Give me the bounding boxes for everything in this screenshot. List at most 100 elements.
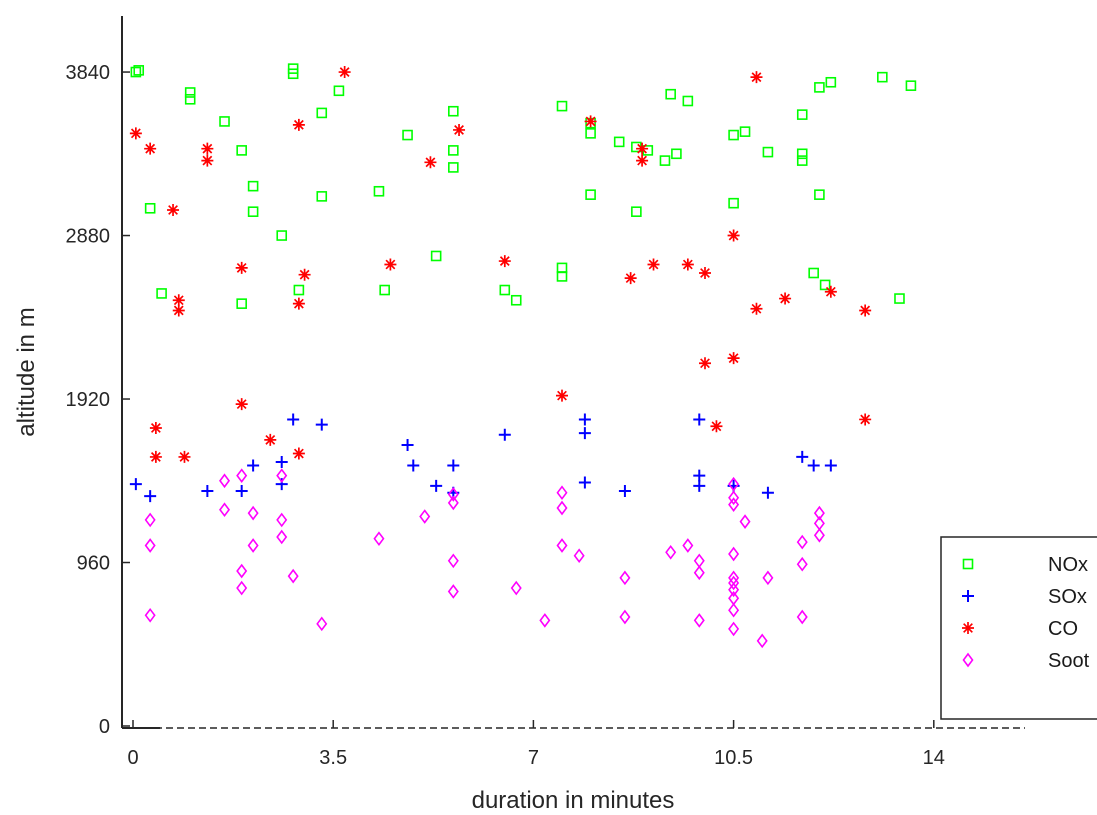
point-co — [453, 123, 466, 136]
point-co — [824, 285, 837, 298]
point-co — [298, 268, 311, 281]
point-nox — [293, 284, 305, 296]
point-nox — [236, 145, 247, 156]
point-co — [727, 229, 740, 242]
point-soot — [556, 485, 568, 501]
point-soot — [247, 538, 259, 553]
point-nox — [144, 202, 156, 214]
point-co — [178, 450, 191, 463]
legend-entry-soot: Soot — [962, 650, 1090, 672]
point-soot — [619, 570, 631, 586]
point-soot — [762, 570, 774, 586]
point-nox — [665, 88, 676, 100]
point-sox — [315, 418, 328, 431]
point-nox — [448, 162, 459, 173]
point-nox — [728, 129, 739, 141]
point-soot — [728, 590, 740, 606]
point-sox — [618, 484, 631, 497]
point-soot — [693, 553, 705, 569]
series-nox — [130, 63, 917, 309]
point-soot — [447, 553, 459, 569]
legend-entry-sox: SOx — [962, 586, 1087, 608]
point-co — [338, 66, 351, 79]
point-nox — [236, 298, 247, 309]
point-soot — [728, 575, 740, 591]
point-soot — [373, 531, 385, 547]
point-soot — [728, 490, 740, 506]
point-sox — [235, 484, 248, 497]
point-nox — [184, 93, 196, 105]
point-soot — [539, 613, 551, 628]
point-co — [727, 352, 740, 365]
point-soot — [219, 502, 231, 518]
y-tick-label: 960 — [77, 553, 110, 575]
point-nox — [819, 279, 831, 291]
x-axis: duration in minutes — [122, 727, 1025, 814]
point-co — [201, 142, 214, 155]
point-soot — [419, 509, 431, 524]
x-tick-label: 10.5 — [714, 747, 753, 769]
point-nox — [631, 206, 642, 217]
x-tick-label: 3.5 — [319, 747, 347, 769]
point-nox — [814, 189, 825, 200]
point-nox — [814, 82, 825, 93]
point-nox — [613, 136, 625, 148]
point-nox — [448, 105, 459, 117]
point-soot — [756, 633, 768, 649]
point-co — [149, 450, 162, 463]
point-co — [647, 258, 660, 271]
point-soot — [813, 527, 825, 543]
point-soot — [728, 546, 740, 562]
point-co — [556, 389, 568, 402]
point-nox — [877, 71, 888, 83]
legend-marker-soot — [962, 652, 974, 668]
point-nox — [556, 262, 568, 274]
point-sox — [693, 469, 706, 482]
point-nox — [316, 107, 328, 119]
point-co — [201, 154, 214, 167]
point-co — [636, 142, 649, 155]
point-soot — [236, 563, 248, 579]
point-nox — [247, 180, 259, 192]
point-soot — [682, 538, 694, 553]
point-soot — [276, 468, 288, 483]
point-co — [384, 258, 397, 271]
point-sox — [447, 459, 460, 472]
point-nox — [556, 271, 568, 282]
point-sox — [761, 486, 774, 499]
point-sox — [498, 428, 511, 441]
legend-label: SOx — [1048, 586, 1087, 608]
point-nox — [402, 129, 413, 141]
point-co — [149, 421, 162, 434]
point-soot — [796, 609, 808, 625]
point-nox — [894, 293, 905, 304]
point-sox — [401, 439, 414, 452]
point-soot — [236, 580, 248, 596]
point-nox — [796, 109, 808, 120]
point-soot — [144, 538, 156, 553]
point-nox — [825, 76, 837, 88]
y-tick-label: 2880 — [66, 226, 111, 248]
point-sox — [578, 427, 591, 440]
point-soot — [796, 534, 808, 550]
point-soot — [813, 505, 825, 521]
point-sox — [824, 459, 837, 472]
point-soot — [219, 473, 231, 489]
point-soot — [316, 616, 328, 632]
y-axis: altitude in m — [13, 16, 123, 728]
point-soot — [728, 582, 740, 598]
point-nox — [430, 250, 442, 262]
point-co — [424, 156, 437, 169]
point-soot — [247, 505, 259, 521]
tick-labels: 0 3.5 7 10.5 14 0 960 1920 2880 3840 — [66, 62, 945, 769]
point-sox — [693, 413, 706, 426]
point-nox — [133, 65, 145, 76]
point-co — [144, 142, 157, 155]
point-sox — [247, 459, 260, 472]
point-nox — [585, 128, 596, 139]
point-nox — [130, 66, 142, 78]
point-nox — [796, 155, 808, 166]
point-nox — [808, 267, 819, 279]
y-tick-label: 0 — [99, 716, 110, 738]
point-soot — [728, 476, 740, 492]
